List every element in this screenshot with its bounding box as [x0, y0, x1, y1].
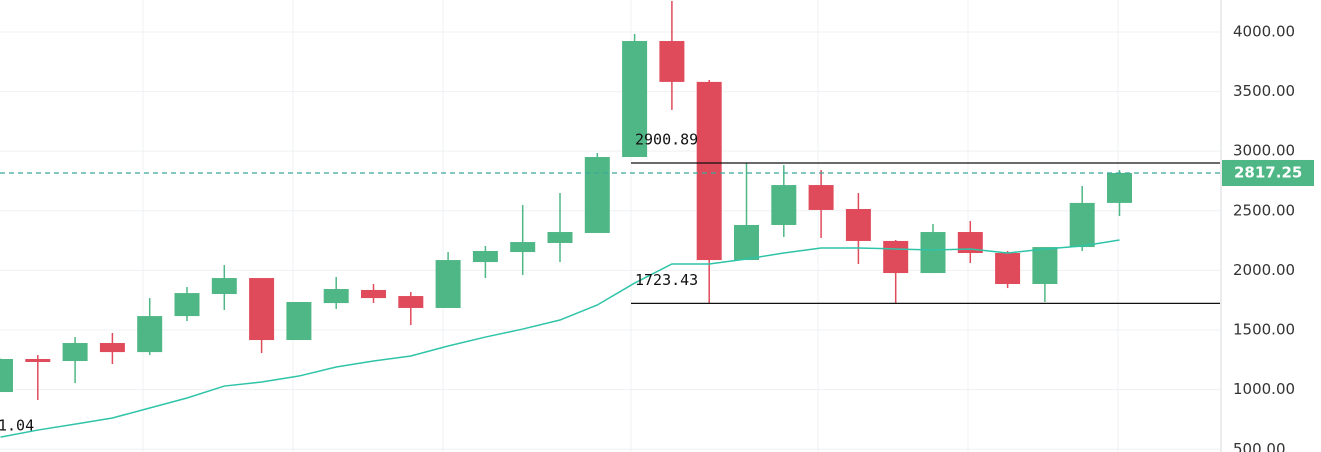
candle-body [472, 250, 498, 263]
y-tick-label: 3500.00 [1233, 82, 1295, 100]
candle-body [771, 185, 797, 225]
candle-body [0, 359, 13, 393]
candle-body [845, 209, 871, 241]
y-tick-label: 2000.00 [1233, 261, 1295, 279]
candle-body [99, 343, 125, 353]
candle-body [1069, 202, 1095, 248]
candle-body [361, 289, 386, 299]
candle-body [137, 316, 163, 353]
candle-body [398, 296, 424, 308]
candle-body [1032, 247, 1058, 285]
y-tick-label: 1000.00 [1233, 380, 1295, 398]
candle-body [696, 81, 722, 261]
candle-body [323, 289, 349, 304]
y-tick-label: 2500.00 [1233, 201, 1295, 219]
cropped-label: 1.04 [0, 417, 34, 435]
level-label: 2900.89 [635, 131, 698, 149]
last-price-label: 2817.25 [1234, 163, 1302, 181]
candle-body [883, 240, 909, 274]
y-tick-label: 1500.00 [1233, 321, 1295, 339]
candle-body [249, 278, 275, 341]
candle-body [174, 293, 200, 317]
y-tick-label: 4000.00 [1233, 22, 1295, 40]
last-price-box [1222, 159, 1314, 186]
candle-body [435, 260, 461, 308]
candle-body [659, 41, 685, 82]
y-tick-label: 500.00 [1233, 440, 1286, 452]
candle-body [211, 278, 237, 295]
candle-body [62, 343, 88, 362]
level-label: 1723.43 [635, 271, 698, 289]
candle-body [995, 253, 1021, 285]
candle-body [920, 232, 946, 274]
candle-body [734, 224, 759, 261]
moving-average [0, 239, 1120, 438]
candle-body [1107, 172, 1132, 203]
candle-body [808, 185, 834, 210]
candle-body [286, 302, 312, 341]
candle-body [584, 157, 610, 233]
candle-body [957, 232, 983, 254]
candle-body [622, 41, 648, 158]
y-tick-label: 3000.00 [1233, 142, 1295, 160]
candle-body [25, 359, 51, 362]
candle-body [510, 242, 536, 253]
candle-body [547, 232, 573, 243]
